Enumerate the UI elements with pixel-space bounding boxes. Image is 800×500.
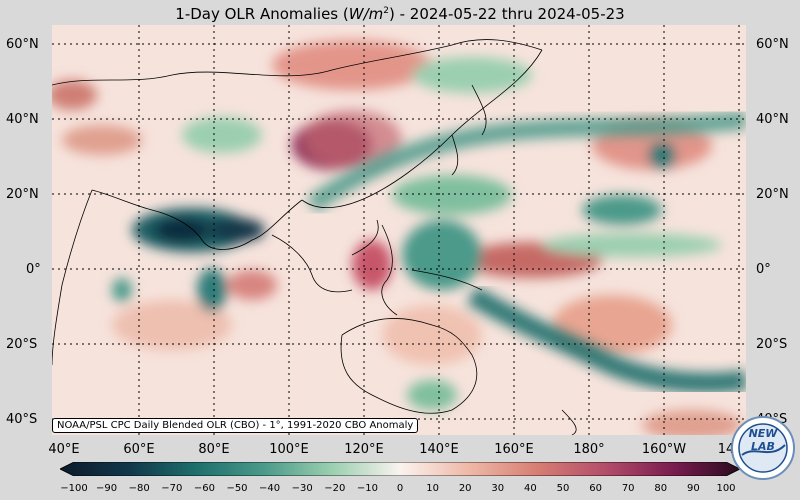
colorbar-tick-label: 40 [524, 483, 537, 494]
anomaly-field [52, 40, 742, 435]
title-exponent: 2 [383, 6, 389, 16]
lat-label-left-40n: 40°N [6, 112, 39, 127]
southern-band [466, 286, 746, 393]
colorbar-tick-label: −50 [226, 483, 248, 494]
colorbar-tick-label: 70 [621, 483, 635, 494]
graticule [52, 25, 746, 435]
colorbar-tick-label: −10 [356, 483, 378, 494]
colorbar-tick-label: 10 [426, 483, 439, 494]
lat-label-right-20s: 20°S [756, 337, 788, 352]
lon-label-80e: 80°E [198, 442, 230, 457]
lat-label-left-0: 0° [26, 262, 41, 277]
colorbar-tick-label: −60 [193, 483, 215, 494]
colorbar-tick-label: 20 [458, 483, 472, 494]
lon-label-120e: 120°E [344, 442, 384, 457]
olr-anomaly-map [52, 25, 746, 435]
title-prefix: 1-Day OLR Anomalies ( [175, 5, 349, 23]
lon-label-40e: 40°E [48, 442, 80, 457]
northern-band [306, 111, 746, 213]
data-source-label: NOAA/PSL CPC Daily Blended OLR (CBO) - 1… [52, 418, 419, 433]
lon-label-140w-partial: 14 [717, 442, 735, 457]
map-title: 1-Day OLR Anomalies (W/m2) - 2024-05-22 … [0, 0, 800, 25]
colorbar-tick-label: 60 [589, 483, 602, 494]
lon-label-180: 180° [573, 442, 605, 457]
colorbar-tick-label: −100 [60, 483, 88, 494]
title-units: W/m [348, 5, 384, 23]
lon-label-160w: 160°W [641, 442, 687, 457]
colorbar-tick-label: 80 [654, 483, 668, 494]
colorbar-gradient [60, 462, 740, 476]
colorbar-tick-label: 50 [556, 483, 570, 494]
colorbar-tick-label: 90 [687, 483, 700, 494]
lon-label-60e: 60°E [123, 442, 155, 457]
colorbar-tick-label: −30 [291, 483, 313, 494]
lat-label-left-40s: 40°S [6, 412, 38, 427]
lat-label-right-20n: 20°N [756, 187, 789, 202]
colorbar-tick-label: 100 [716, 483, 736, 494]
coastlines [52, 39, 577, 435]
lat-label-right-60n: 60°N [756, 37, 789, 52]
colorbar-tick-label: −90 [96, 483, 118, 494]
nws-lab-logo [731, 416, 795, 480]
lat-label-left-60n: 60°N [6, 37, 39, 52]
colorbar-tick-label: −40 [259, 483, 281, 494]
logo-text: NEW LAB [748, 427, 778, 453]
lat-label-left-20n: 20°N [6, 187, 39, 202]
colorbar-tick-label: −80 [128, 483, 150, 494]
lat-label-right-0: 0° [756, 262, 771, 277]
lon-label-100e: 100°E [269, 442, 309, 457]
colorbar-tick-label: 30 [491, 483, 505, 494]
colorbar-tick-label: −70 [161, 483, 183, 494]
title-suffix: ) - 2024-05-22 thru 2024-05-23 [388, 5, 625, 23]
colorbar-tick-label: 0 [396, 483, 404, 494]
lat-label-right-40n: 40°N [756, 112, 789, 127]
colorbar-tick-label: −20 [324, 483, 346, 494]
colorbar [60, 462, 740, 476]
lat-label-left-20s: 20°S [6, 337, 38, 352]
lon-label-140e: 140°E [419, 442, 459, 457]
lon-label-160e: 160°E [494, 442, 534, 457]
